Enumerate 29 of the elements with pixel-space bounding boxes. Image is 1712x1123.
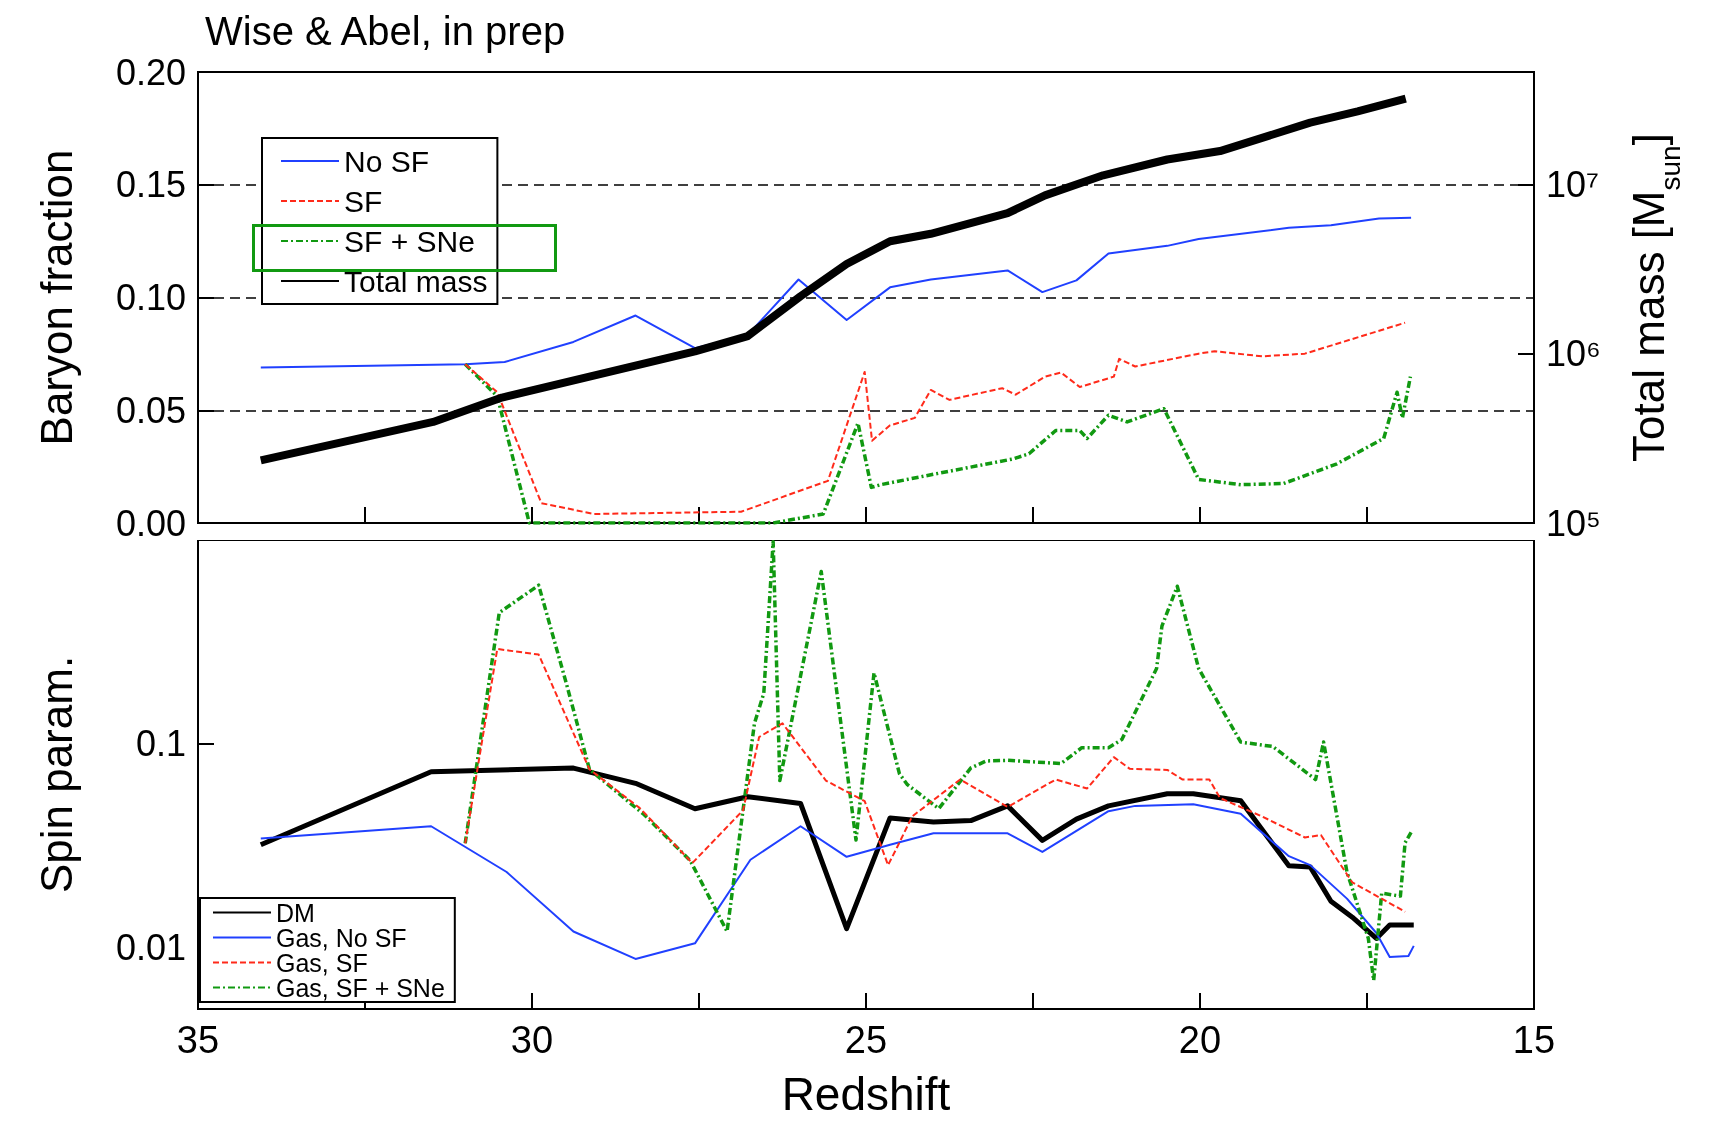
y-axis-title: Spin param. — [31, 655, 81, 894]
legend-label: Total mass — [344, 264, 488, 298]
legend-label: SF + SNe — [344, 224, 475, 258]
y2-axis-title: Total mass [Msun] — [1623, 133, 1686, 462]
y-tick-label: 0.1 — [135, 723, 186, 765]
y-tick-label: 0.15 — [115, 164, 186, 206]
y-tick-label: 0.01 — [115, 927, 186, 969]
x-tick-label: 25 — [844, 1019, 888, 1061]
legend-label: SF — [344, 184, 383, 218]
x-tick-label: 20 — [1178, 1019, 1222, 1061]
y-tick-label: 0.00 — [115, 502, 186, 544]
x-tick-label: 30 — [510, 1019, 554, 1061]
y2-tick-label: 10⁷ — [1546, 163, 1600, 205]
x-axis-title: Redshift — [781, 1068, 951, 1120]
y-tick-label: 0.20 — [115, 51, 186, 93]
line-series — [464, 321, 1407, 515]
line-series — [259, 216, 1413, 369]
legend-label: No SF — [344, 144, 430, 178]
y2-tick-label: 10⁶ — [1546, 333, 1601, 375]
line-series — [463, 362, 1413, 525]
x-tick-label: 35 — [176, 1019, 220, 1061]
y-tick-label: 0.10 — [115, 277, 186, 318]
y-tick-label: 0.05 — [115, 389, 186, 431]
y2-tick-label: 10⁵ — [1546, 502, 1601, 544]
x-tick-label: 15 — [1512, 1019, 1556, 1061]
y-axis-title: Baryon fraction — [31, 149, 81, 446]
chart-title: Wise & Abel, in prep — [205, 9, 566, 53]
line-series — [464, 647, 1407, 913]
line-series — [463, 540, 1413, 983]
